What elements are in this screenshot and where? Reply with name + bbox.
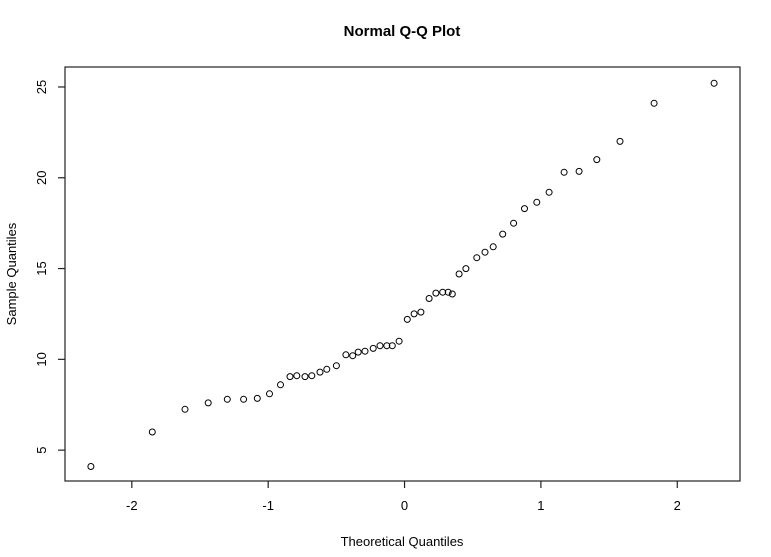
data-point (710, 79, 718, 87)
y-axis-label: Sample Quantiles (4, 222, 19, 325)
data-point (388, 342, 396, 350)
data-point (444, 288, 452, 296)
data-point (148, 428, 156, 436)
y-axis-ticks (58, 86, 65, 451)
y-tick-label: 25 (34, 80, 49, 94)
data-point (521, 205, 528, 213)
x-axis-label: Theoretical Quantiles (341, 534, 464, 549)
data-points (87, 79, 718, 470)
data-point (354, 348, 362, 356)
data-point (293, 372, 301, 380)
data-point (301, 373, 309, 381)
data-point (361, 347, 369, 355)
data-point (499, 230, 507, 238)
data-point (417, 308, 425, 316)
x-tick-label: 1 (537, 498, 544, 513)
data-point (473, 254, 481, 262)
y-axis-tick-labels: 5 10 15 20 25 (34, 80, 49, 454)
x-tick-label: -1 (262, 498, 274, 513)
data-point (575, 167, 583, 175)
data-point (223, 395, 231, 403)
data-point (545, 188, 553, 196)
x-tick-label: 2 (674, 498, 681, 513)
data-point (349, 352, 357, 360)
data-point (448, 290, 456, 298)
data-point (432, 289, 440, 297)
data-point (376, 342, 384, 350)
plot-box (64, 66, 741, 482)
y-tick-label: 20 (34, 171, 49, 185)
data-point (266, 390, 273, 398)
x-tick-label: 0 (401, 498, 408, 513)
data-point (410, 310, 418, 318)
data-point (277, 381, 284, 389)
data-point (425, 295, 433, 302)
data-point (403, 315, 411, 323)
data-point (308, 372, 316, 380)
data-point (489, 243, 497, 251)
data-point (181, 405, 189, 413)
data-point (369, 344, 377, 352)
data-point (253, 394, 261, 402)
data-point (323, 365, 331, 373)
data-point (286, 373, 294, 381)
data-point (462, 265, 470, 273)
data-point (616, 137, 624, 145)
data-point (204, 399, 212, 407)
x-axis-ticks (131, 481, 678, 488)
data-point (240, 395, 248, 403)
data-point (316, 368, 324, 376)
y-tick-label: 10 (34, 352, 49, 366)
y-tick-label: 15 (34, 261, 49, 275)
data-point (560, 168, 568, 176)
data-point (510, 219, 518, 227)
y-tick-label: 5 (34, 447, 49, 454)
x-axis-tick-labels: -2 -1 0 1 2 (126, 498, 681, 513)
chart-title: Normal Q-Q Plot (344, 23, 461, 40)
data-point (87, 463, 95, 470)
x-tick-label: -2 (126, 498, 138, 513)
data-point (481, 248, 489, 256)
data-point (332, 362, 340, 370)
data-point (593, 156, 601, 164)
data-point (342, 351, 350, 359)
data-point (533, 198, 541, 206)
data-point (650, 99, 658, 107)
data-point (455, 270, 463, 278)
data-point (395, 337, 403, 345)
